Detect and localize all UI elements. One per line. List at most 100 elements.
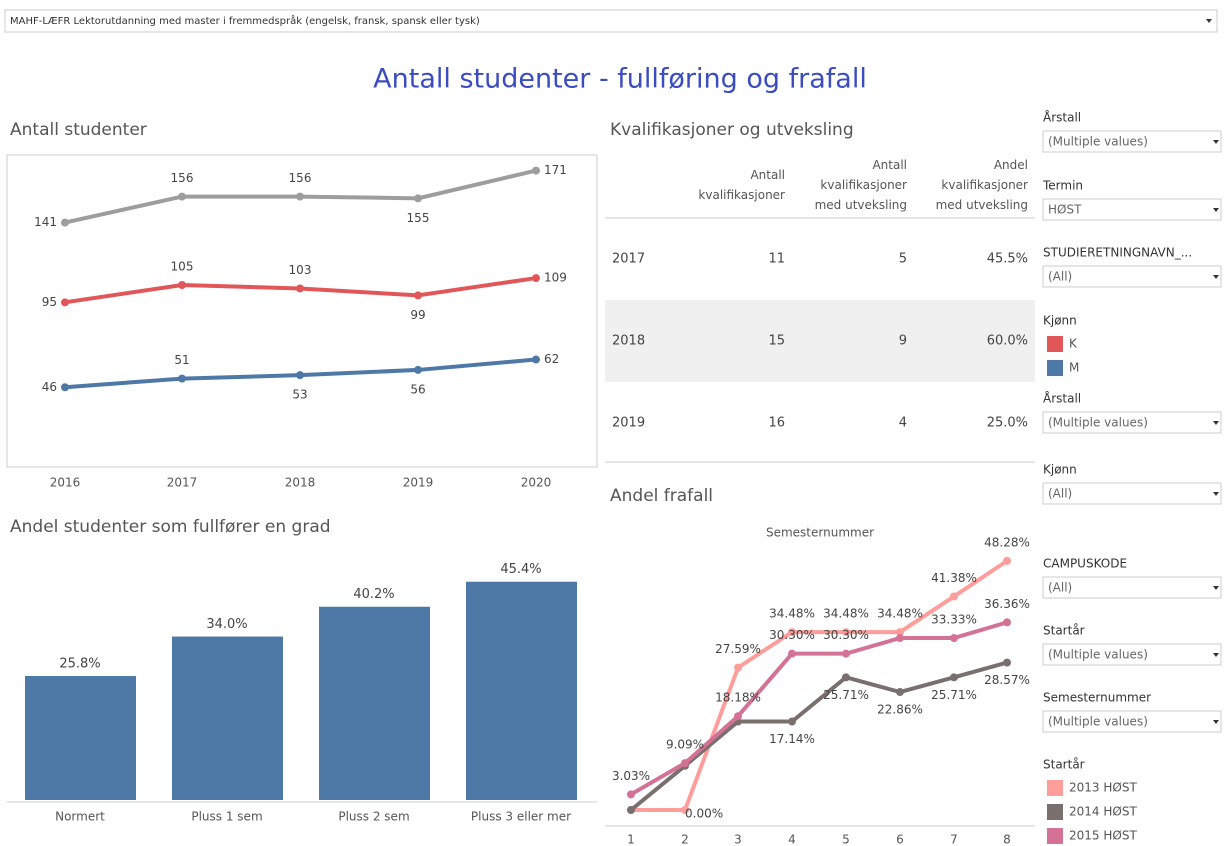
legend-label: K — [1069, 337, 1078, 351]
dropdown-arrow — [1213, 140, 1219, 144]
filter-dropdown[interactable] — [1042, 198, 1222, 221]
filter-dropdown[interactable] — [1042, 265, 1222, 288]
x-tick-label: 1 — [627, 833, 635, 846]
data-label: 103 — [289, 263, 312, 277]
filter-value: (All) — [1048, 487, 1072, 501]
data-label: 45.4% — [500, 562, 541, 577]
legend-swatch — [1047, 360, 1063, 376]
data-point — [842, 673, 850, 682]
data-point — [414, 291, 422, 300]
data-point — [532, 355, 540, 364]
axis-title: Semesternummer — [766, 526, 874, 540]
filter-dropdown[interactable] — [1042, 710, 1222, 733]
filter-dropdown[interactable] — [1042, 130, 1222, 153]
program-dropdown[interactable] — [4, 9, 1218, 33]
legend-label: 2013 HØST — [1069, 781, 1137, 795]
data-label: 53 — [292, 388, 307, 402]
filter-value: (Multiple values) — [1048, 135, 1148, 149]
data-point — [532, 166, 540, 175]
data-point — [178, 281, 186, 289]
data-label: 30.30% — [823, 628, 869, 642]
data-point — [296, 284, 304, 293]
data-label: 56 — [410, 382, 425, 396]
bar — [466, 581, 577, 800]
data-point — [896, 688, 904, 697]
x-tick-label: 2019 — [403, 476, 434, 490]
column-header: Andel kvalifikasjoner med utveksling — [936, 158, 1028, 212]
data-label: 0.00% — [685, 807, 723, 821]
legend-label: 2014 HØST — [1069, 805, 1137, 819]
filter-dropdown[interactable] — [1042, 643, 1222, 666]
filter-label: Startår — [1043, 624, 1085, 638]
data-label: 36.36% — [984, 597, 1030, 611]
dropdown-arrow — [1213, 208, 1219, 212]
data-label: 9.09% — [666, 738, 704, 752]
x-tick-label: 2020 — [521, 476, 552, 490]
data-label: 105 — [171, 260, 194, 274]
filter-value: (Multiple values) — [1048, 416, 1148, 430]
dropdown-arrow — [1213, 275, 1219, 279]
legend-title: Kjønn — [1043, 314, 1077, 328]
data-label: 28.57% — [984, 673, 1030, 687]
chart-title: Andel frafall — [610, 486, 713, 506]
data-label: 25.8% — [59, 656, 100, 671]
filter-dropdown[interactable] — [1042, 411, 1222, 434]
chart-title: Andel studenter som fullfører en grad — [10, 517, 331, 537]
data-label: 17.14% — [769, 732, 815, 746]
data-label: 34.48% — [877, 607, 923, 621]
x-tick-label: 5 — [842, 833, 850, 846]
bar — [172, 636, 283, 800]
table-cell: 45.5% — [987, 252, 1028, 267]
x-tick-label: Normert — [55, 810, 105, 824]
table-cell: 2017 — [612, 252, 645, 267]
table-title: Kvalifikasjoner og utveksling — [610, 120, 854, 140]
x-tick-label: Pluss 2 sem — [338, 810, 409, 824]
data-label: 48.28% — [984, 535, 1030, 549]
filter-label: Årstall — [1043, 391, 1081, 406]
x-tick-label: 3 — [734, 833, 742, 846]
x-tick-label: 8 — [1003, 833, 1011, 846]
table-cell: 15 — [768, 334, 785, 349]
data-label: 46 — [42, 380, 57, 394]
data-point — [627, 790, 635, 799]
plot-frame — [6, 154, 598, 468]
table-cell: 2018 — [612, 334, 645, 349]
table-cell: 16 — [768, 416, 785, 431]
data-label: 155 — [407, 211, 430, 225]
data-point — [896, 634, 904, 643]
data-point — [1003, 556, 1011, 565]
data-label: 27.59% — [715, 642, 761, 656]
table-cell: 60.0% — [987, 334, 1028, 349]
data-point — [61, 218, 69, 227]
dropdown-arrow — [1213, 653, 1219, 657]
table-cell: 5 — [899, 252, 907, 267]
filter-value: HØST — [1048, 203, 1082, 217]
data-point — [788, 717, 796, 726]
data-label: 25.71% — [823, 688, 869, 702]
filter-dropdown[interactable] — [1042, 482, 1222, 505]
chart-title: Antall studenter — [10, 120, 147, 140]
row-band — [605, 300, 1035, 382]
program-dropdown-text: MAHF-LÆFR Lektorutdanning med master i f… — [10, 14, 480, 27]
legend-label: M — [1069, 361, 1079, 375]
dropdown-arrow — [1213, 421, 1219, 425]
data-label: 34.48% — [769, 607, 815, 621]
filter-value: (All) — [1048, 581, 1072, 595]
data-label: 95 — [42, 295, 57, 309]
data-label: 25.71% — [931, 688, 977, 702]
data-point — [414, 365, 422, 374]
data-point — [950, 673, 958, 682]
data-point — [627, 806, 635, 814]
table-cell: 4 — [899, 416, 907, 431]
data-label: 40.2% — [353, 587, 394, 602]
bar — [319, 606, 430, 800]
filter-dropdown[interactable] — [1042, 576, 1222, 599]
table-cell: 25.0% — [987, 416, 1028, 431]
dropdown-arrow — [1213, 586, 1219, 590]
filter-label: Kjønn — [1043, 463, 1077, 477]
filter-label: Årstall — [1043, 110, 1081, 125]
series-line — [629, 660, 1008, 812]
filter-value: (Multiple values) — [1048, 715, 1148, 729]
filter-label: STUDIERETNINGNAVN_... — [1043, 246, 1192, 260]
bar — [25, 675, 136, 800]
